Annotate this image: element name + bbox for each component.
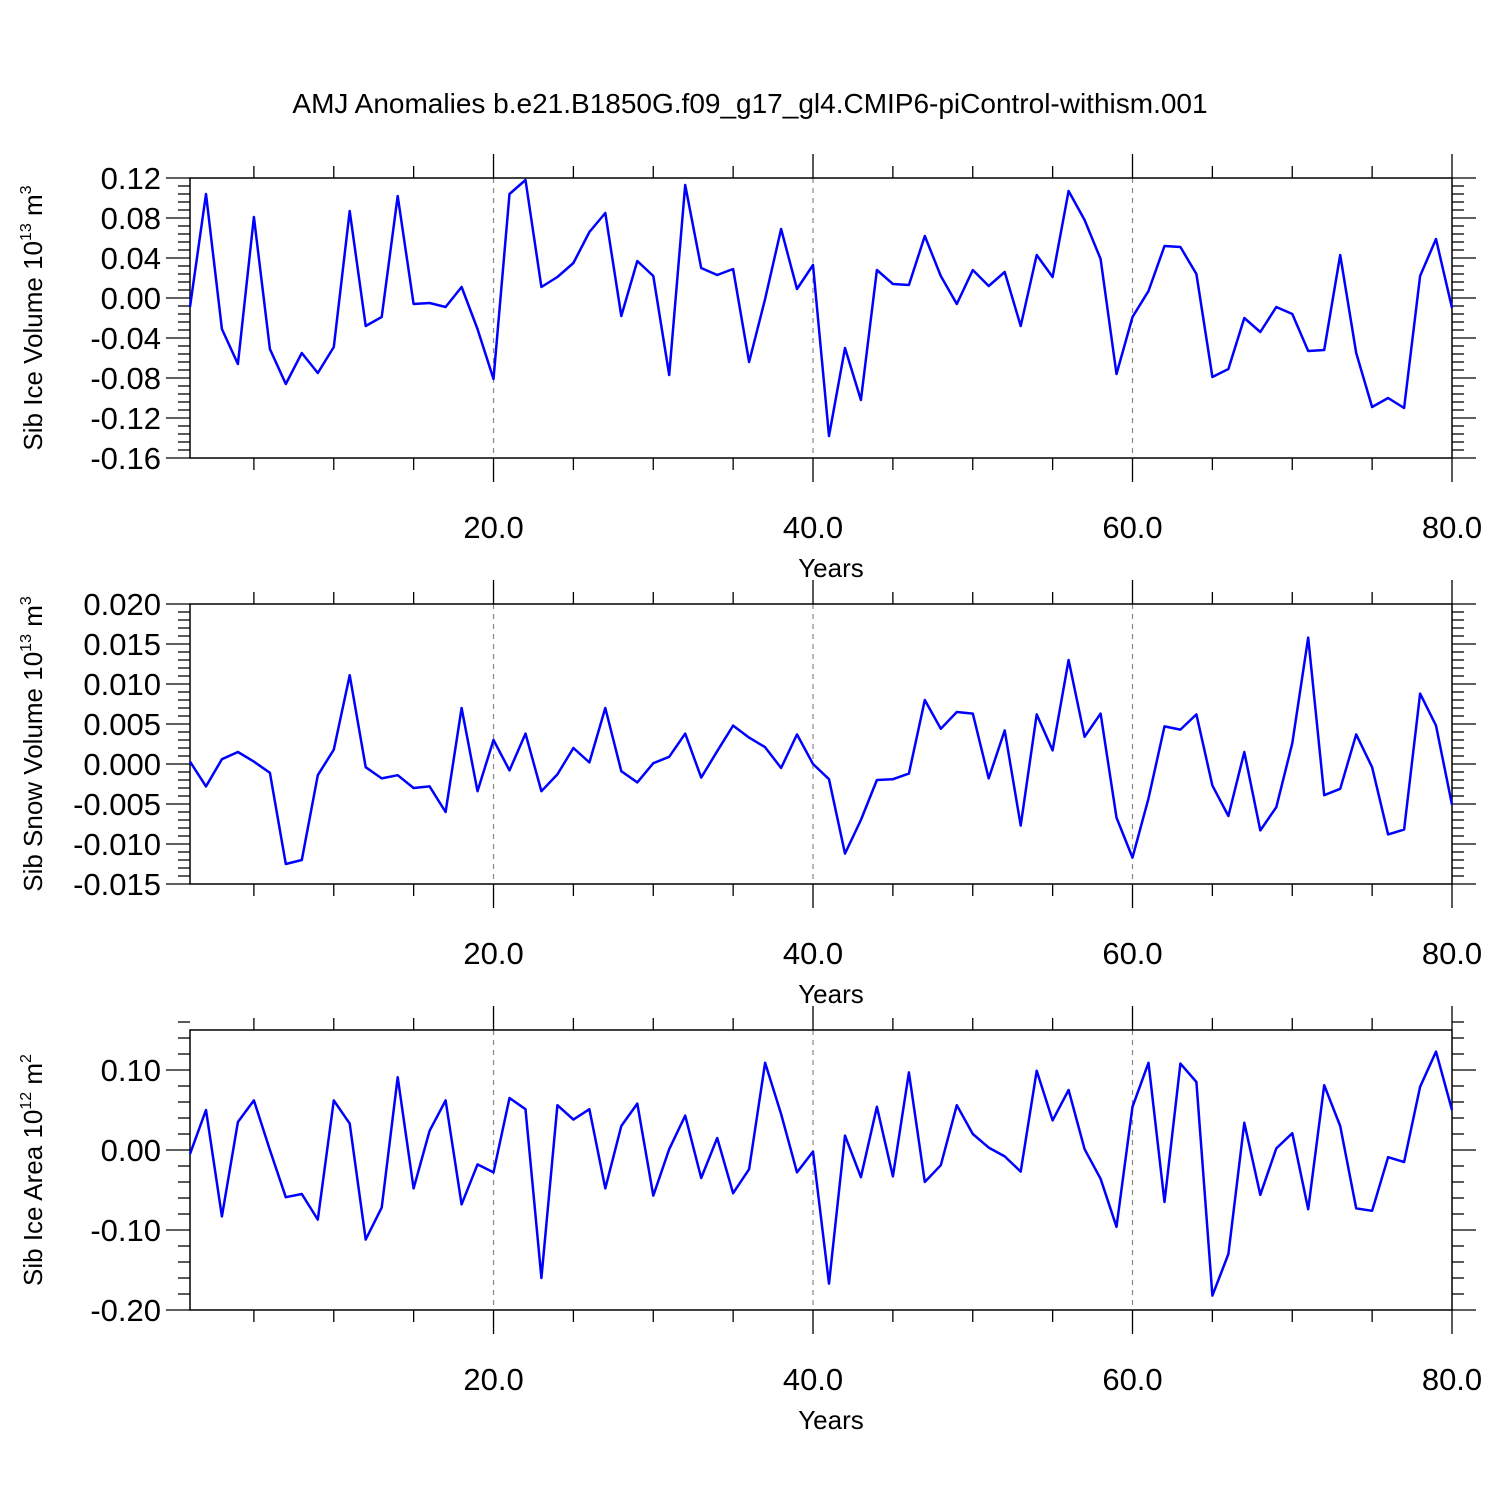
y-tick-label: 0.020 [83,587,161,622]
y-tick-label: 0.015 [83,627,161,662]
series-line [188,1050,1454,1297]
y-tick-label: 0.005 [83,707,161,742]
plot-frame [189,177,1453,459]
x-axis-label: Years [798,1405,864,1435]
y-tick-label: -0.005 [73,787,161,822]
x-tick-label: 40.0 [783,936,843,971]
y-tick-label: 0.08 [101,201,161,236]
x-tick-label: 80.0 [1422,510,1482,545]
series-line [188,178,1454,438]
y-tick-label: -0.16 [90,441,161,476]
x-tick-label: 80.0 [1422,936,1482,971]
x-axis-label: Years [798,979,864,1009]
x-tick-label: 60.0 [1102,1362,1162,1397]
panel-3: 20.0 40.0 60.0 80.0 -0.20 -0.10 0.00 0.10 Years S… [18,1006,1482,1435]
plot-frame [189,603,1453,885]
y-axis-label: Sib Ice Area 1012 m2 [18,1054,48,1286]
figure-title: AMJ Anomalies b.e21.B1850G.f09_g17_gl4.C… [292,88,1207,119]
x-tick-label: 20.0 [463,936,523,971]
x-axis-label: Years [798,553,864,583]
x-tick-label: 40.0 [783,510,843,545]
panel-2: 20.0 40.0 60.0 80.0 -0.015 -0.010 -0.005 0.000 0… [18,580,1482,1009]
y-tick-label: 0.10 [101,1053,161,1088]
y-tick-label: 0.00 [101,281,161,316]
x-tick-label: 60.0 [1102,510,1162,545]
x-tick-label: 80.0 [1422,1362,1482,1397]
y-tick-label: 0.04 [101,241,161,276]
series-line [188,636,1454,866]
x-tick-label: 60.0 [1102,936,1162,971]
y-tick-label: 0.010 [83,667,161,702]
x-tick-label: 20.0 [463,510,523,545]
y-tick-label: -0.10 [90,1213,161,1248]
plot-frame [189,1029,1453,1311]
y-tick-label: -0.015 [73,867,161,902]
panel-1: 20.0 40.0 60.0 80.0 -0.16 -0.12 -0.08 -0.04 0.00… [18,154,1482,583]
x-tick-label: 20.0 [463,1362,523,1397]
y-tick-label: 0.00 [101,1133,161,1168]
y-axis-label: Sib Snow Volume 1013 m3 [18,596,48,892]
y-axis-label: Sib Ice Volume 1013 m3 [18,185,48,450]
y-tick-label: -0.04 [90,321,161,356]
panels: 20.0 40.0 60.0 80.0 -0.16 -0.12 -0.08 -0.04 0.00… [18,154,1482,1435]
y-tick-label: -0.08 [90,361,161,396]
y-tick-label: 0.12 [101,161,161,196]
y-tick-label: 0.000 [83,747,161,782]
y-tick-label: -0.010 [73,827,161,862]
y-tick-label: -0.12 [90,401,161,436]
y-tick-label: -0.20 [90,1293,161,1328]
x-tick-label: 40.0 [783,1362,843,1397]
